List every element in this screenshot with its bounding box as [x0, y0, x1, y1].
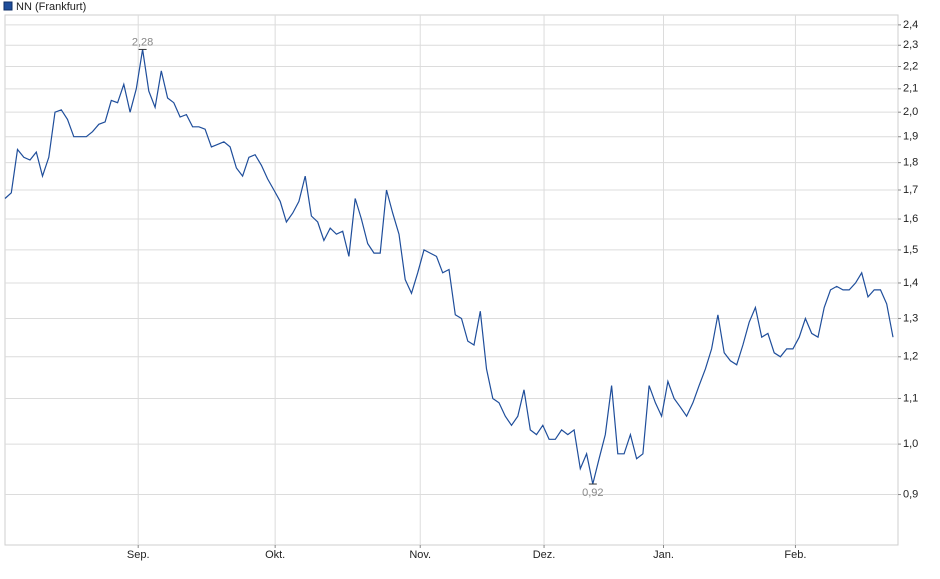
x-tick-label: Jan. [653, 549, 674, 561]
legend-label: NN (Frankfurt) [16, 1, 86, 13]
y-tick-label: 1,8 [903, 157, 918, 169]
price-line [4, 49, 894, 485]
y-tick-label: 2,0 [903, 106, 918, 118]
extreme-label: 2,28 [132, 36, 153, 48]
plot-frame [4, 14, 899, 546]
y-tick-label: 1,0 [903, 438, 918, 450]
x-tick-label: Nov. [409, 549, 431, 561]
y-tick-label: 1,1 [903, 392, 918, 404]
y-tick-label: 2,1 [903, 83, 918, 95]
x-tick-label: Feb. [784, 549, 806, 561]
legend-swatch [3, 1, 13, 11]
y-tick-label: 1,4 [903, 277, 918, 289]
extreme-label: 0,92 [582, 487, 603, 499]
y-tick-label: 1,7 [903, 184, 918, 196]
y-tick-label: 1,3 [903, 312, 918, 324]
x-tick-label: Sep. [127, 549, 150, 561]
y-tick-label: 0,9 [903, 488, 918, 500]
y-tick-label: 1,6 [903, 213, 918, 225]
y-tick-label: 2,2 [903, 60, 918, 72]
y-tick-label: 1,5 [903, 244, 918, 256]
y-tick-label: 1,9 [903, 131, 918, 143]
y-tick-label: 1,2 [903, 351, 918, 363]
x-tick-label: Dez. [533, 549, 556, 561]
x-tick-label: Okt. [265, 549, 285, 561]
y-tick-label: 2,4 [903, 19, 918, 31]
y-tick-label: 2,3 [903, 39, 918, 51]
